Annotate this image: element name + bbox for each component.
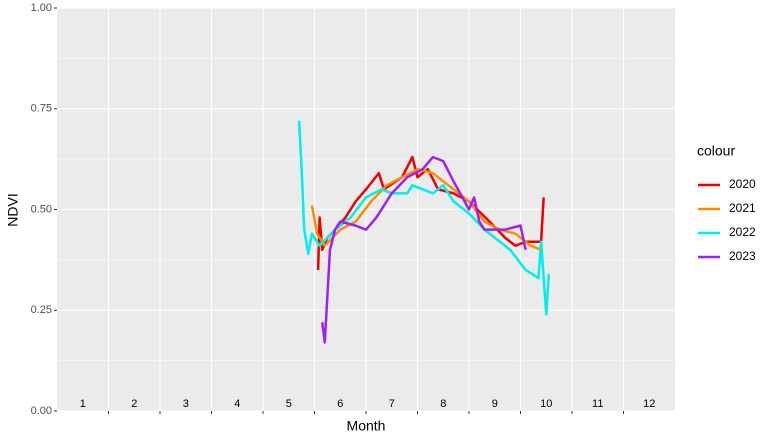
- line: [297, 120, 551, 316]
- x-tick-label: 5: [286, 398, 292, 410]
- x-tick-label: 4: [234, 398, 240, 410]
- y-tick-label: 0.00: [31, 405, 52, 417]
- y-tick-label: 0.25: [31, 304, 52, 316]
- legend-label: 2020: [729, 177, 756, 191]
- x-tick-label: 7: [389, 398, 395, 410]
- y-tick-label: 0.50: [31, 203, 52, 215]
- legend-label: 2022: [729, 225, 756, 239]
- x-tick-label: 11: [592, 398, 603, 410]
- legend-title: colour: [697, 143, 735, 159]
- x-tick-label: 3: [183, 398, 189, 410]
- y-tick-label: 1.00: [31, 2, 52, 14]
- legend-label: 2023: [729, 249, 756, 263]
- x-tick-label: 2: [131, 398, 137, 410]
- legend-label: 2021: [729, 201, 756, 215]
- x-tick-label: 6: [337, 398, 343, 410]
- y-tick-label: 0.75: [31, 103, 52, 115]
- line: [320, 155, 527, 344]
- x-tick-label: 10: [540, 398, 552, 410]
- x-tick-label: 8: [440, 398, 446, 410]
- x-axis-title: Month: [347, 418, 386, 434]
- y-axis-title: NDVI: [5, 193, 21, 226]
- x-tick-label: 12: [643, 398, 655, 410]
- x-tick-label: 1: [80, 398, 86, 410]
- x-tick-label: 9: [492, 398, 498, 410]
- line: [310, 167, 542, 251]
